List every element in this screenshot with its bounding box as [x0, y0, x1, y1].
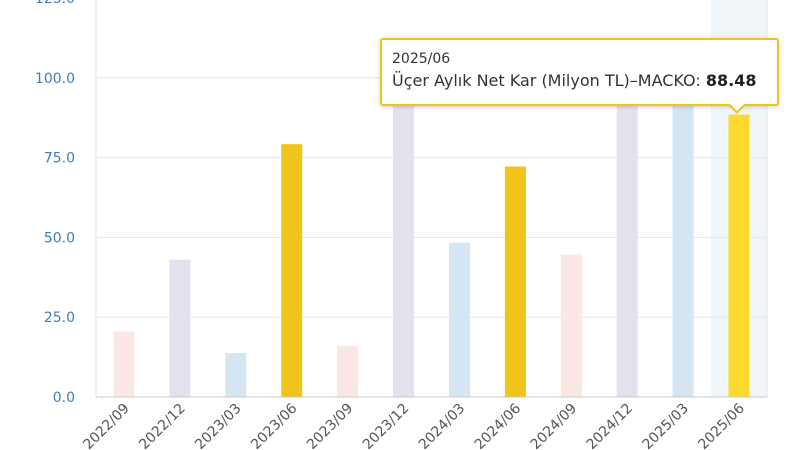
x-tick-label: 2023/12: [360, 400, 412, 450]
bar: [728, 114, 750, 397]
tooltip-series-label: Üçer Aylık Net Kar (Milyon TL)–MACKO:: [392, 71, 706, 90]
bar: [560, 254, 582, 397]
bar: [113, 331, 135, 397]
tooltip-arrow-fill: [729, 103, 745, 111]
x-axis-ticks: 2022/09 2022/12 2023/03 2023/06 2023/09 2023/…: [80, 400, 748, 450]
x-tick-label: 2025/03: [639, 400, 691, 450]
y-axis-ticks: 0.0 25.0 50.0 75.0 100.0 125.0: [35, 0, 75, 406]
tooltip: 2025/06 Üçer Aylık Net Kar (Milyon TL)–M…: [380, 38, 779, 114]
x-tick-label: 2025/06: [695, 400, 748, 450]
bars: [113, 42, 750, 397]
bar: [616, 42, 638, 397]
bar: [504, 166, 526, 397]
bar: [672, 98, 694, 397]
y-tick-label: 75.0: [44, 151, 75, 167]
y-tick-label: 100.0: [35, 71, 75, 87]
x-tick-label: 2024/09: [528, 401, 580, 450]
tooltip-series-line: Üçer Aylık Net Kar (Milyon TL)–MACKO: 88…: [392, 70, 767, 92]
bar: [281, 144, 303, 397]
bar: [393, 100, 414, 397]
y-tick-label: 0.0: [53, 390, 75, 406]
bar: [337, 345, 359, 397]
y-tick-label: 125.0: [35, 0, 75, 7]
bar: [169, 259, 191, 397]
x-tick-label: 2022/09: [80, 401, 132, 450]
bar: [449, 242, 470, 397]
x-tick-label: 2023/09: [304, 400, 356, 450]
x-tick-label: 2024/12: [584, 401, 636, 450]
tooltip-value: 88.48: [705, 71, 757, 90]
x-tick-label: 2024/03: [416, 401, 468, 450]
tooltip-date: 2025/06: [392, 51, 451, 67]
y-tick-label: 50.0: [44, 230, 75, 246]
x-tick-label: 2024/06: [472, 400, 525, 450]
x-tick-label: 2022/12: [136, 401, 188, 450]
y-tick-label: 25.0: [44, 310, 75, 326]
bar: [225, 353, 247, 397]
x-tick-label: 2023/03: [192, 401, 244, 450]
x-tick-label: 2023/06: [248, 400, 301, 450]
